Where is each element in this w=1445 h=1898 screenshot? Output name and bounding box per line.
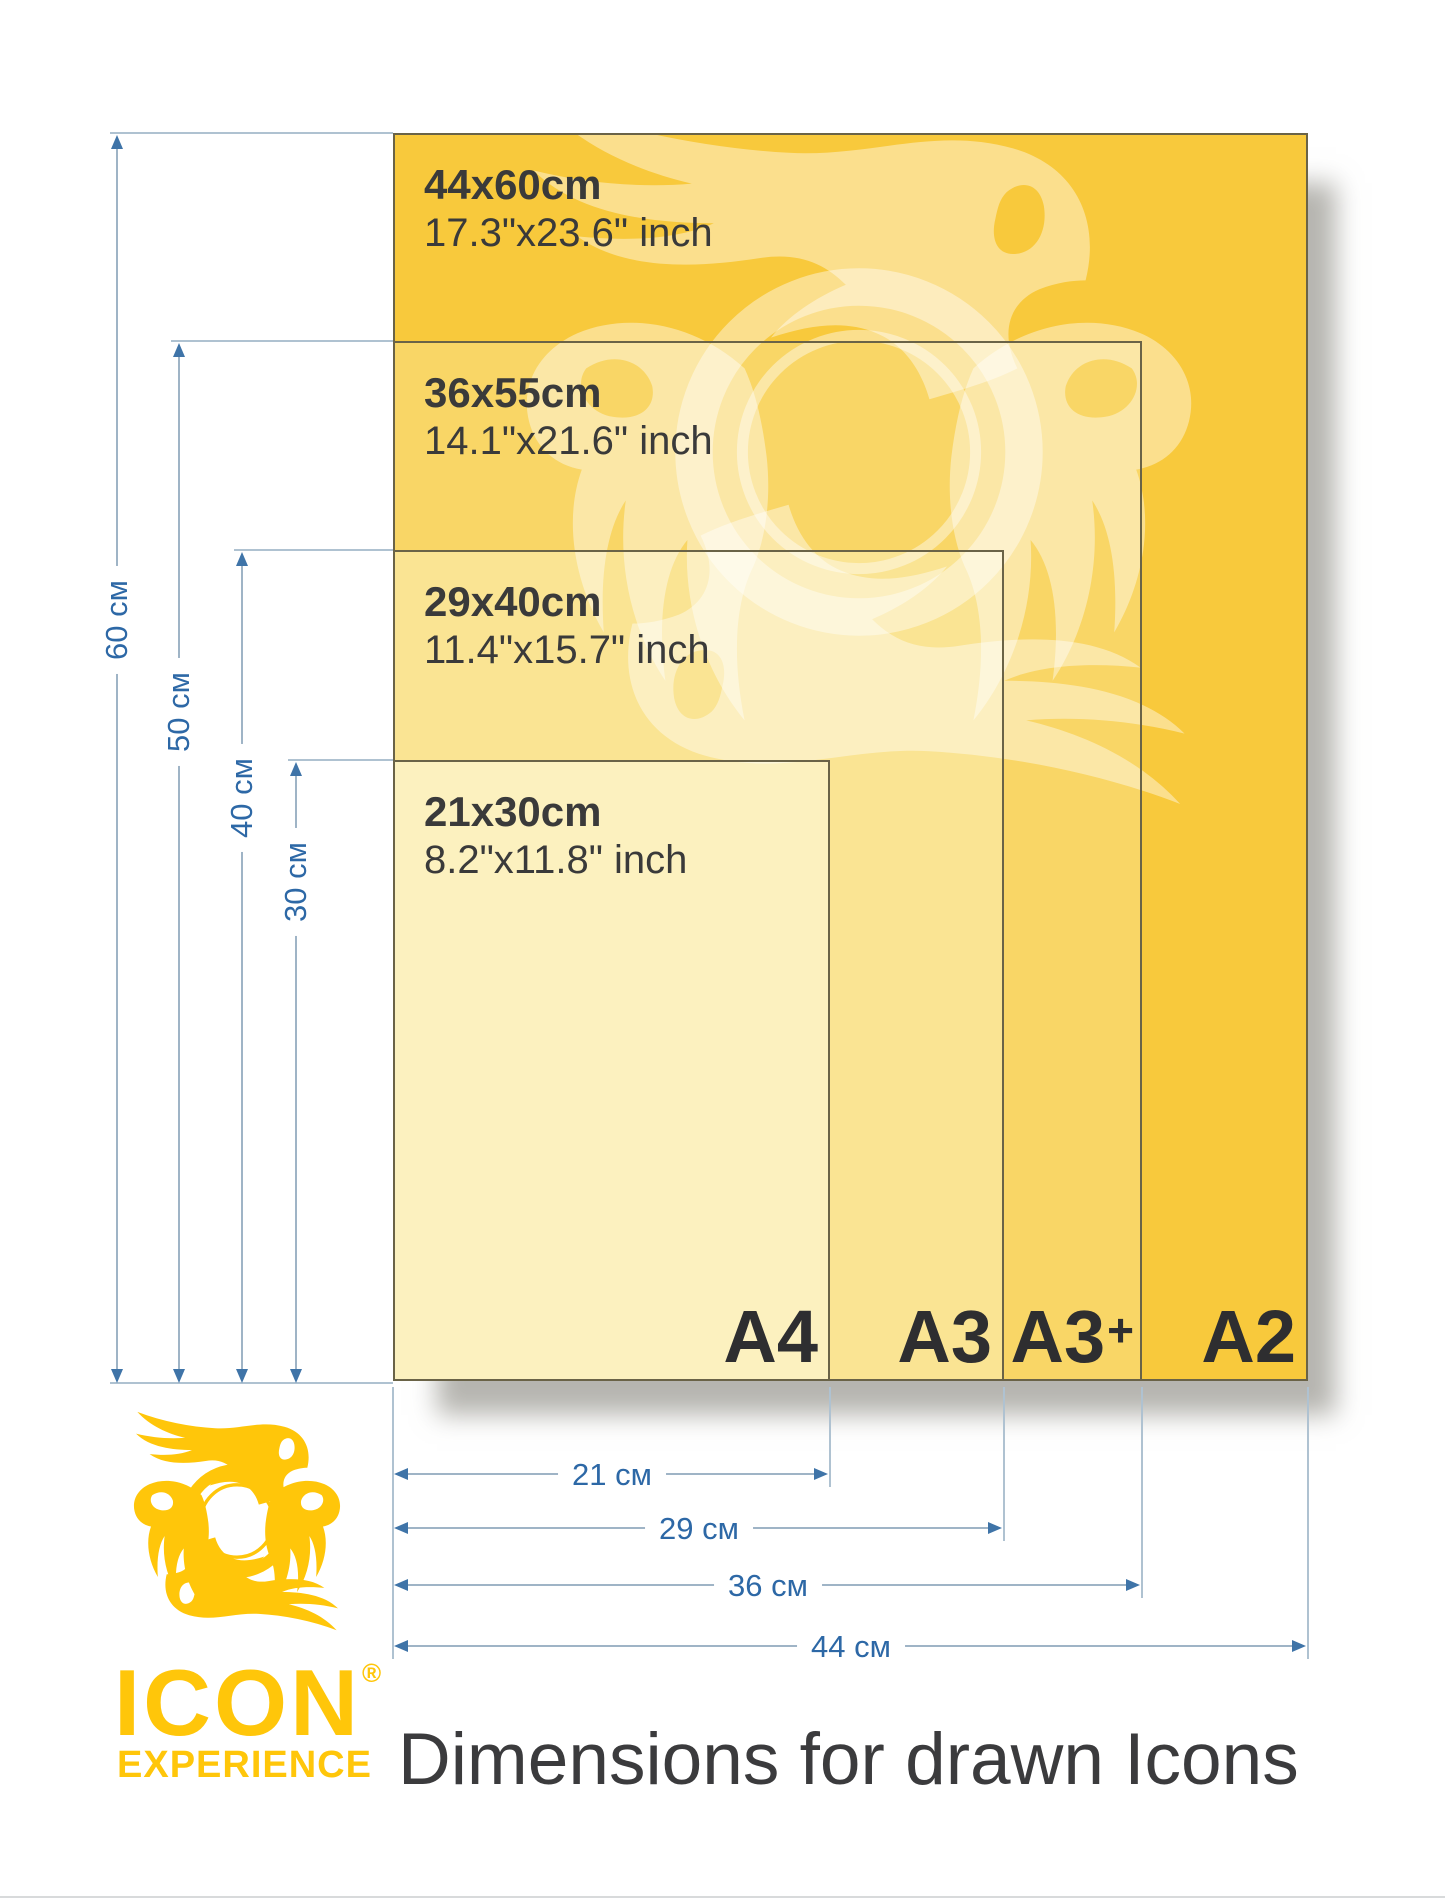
format-label-a3: A3 (897, 1300, 992, 1374)
size-inch: 14.1"x21.6" inch (424, 418, 713, 463)
format-text: A3 (1010, 1295, 1106, 1378)
size-label-a2: 44x60cm 17.3"x23.6" inch (424, 160, 713, 257)
page-title: Dimensions for drawn Icons (398, 1719, 1299, 1800)
dim-label-60cm: 60 см (97, 566, 137, 674)
arrow-up-icon (173, 343, 185, 357)
paper-a4-border (393, 760, 830, 1381)
ext-line-a4-right (829, 1387, 831, 1487)
arrow-down-icon (111, 1369, 123, 1383)
winged-emblem-logo-icon (114, 1405, 360, 1678)
format-text: A2 (1201, 1295, 1296, 1378)
ext-line-top-a2 (110, 132, 393, 134)
ext-line-top-a3 (234, 549, 393, 551)
format-label-a4: A4 (723, 1300, 818, 1374)
dim-label-29cm: 29 см (645, 1509, 753, 1549)
ext-line-a3plus-right (1141, 1387, 1143, 1598)
size-cm: 29x40cm (424, 578, 602, 625)
format-label-a2: A2 (1201, 1300, 1296, 1374)
ext-line-a3-right (1003, 1387, 1005, 1541)
ext-line-top-a3plus (171, 340, 393, 342)
size-label-a3: 29x40cm 11.4"x15.7" inch (424, 577, 710, 674)
format-plus: + (1107, 1304, 1134, 1356)
dim-label-40cm: 40 см (222, 744, 262, 852)
registered-mark-icon: ® (362, 1658, 382, 1688)
format-label-a3-plus: A3+ (1011, 1300, 1134, 1374)
arrow-left-icon (394, 1579, 408, 1591)
ext-line-a2-right (1307, 1387, 1309, 1659)
ext-line-left-edge (392, 1387, 394, 1659)
dim-label-44cm: 44 см (797, 1627, 905, 1667)
size-cm: 36x55cm (424, 369, 602, 416)
dim-label-50cm: 50 см (159, 658, 199, 766)
size-cm: 44x60cm (424, 161, 602, 208)
arrow-right-icon (1126, 1579, 1140, 1591)
size-label-a4: 21x30cm 8.2"x11.8" inch (424, 787, 687, 884)
paper-a4 (393, 760, 830, 1381)
arrow-right-icon (988, 1522, 1002, 1534)
dim-label-36cm: 36 см (714, 1566, 822, 1606)
arrow-down-icon (236, 1369, 248, 1383)
dim-line-50cm (178, 354, 180, 1371)
arrow-up-icon (111, 135, 123, 149)
arrow-down-icon (290, 1369, 302, 1383)
dim-label-30cm: 30 см (276, 828, 316, 936)
format-text: A4 (723, 1295, 818, 1378)
size-label-a3-plus: 36x55cm 14.1"x21.6" inch (424, 368, 713, 465)
arrow-down-icon (173, 1369, 185, 1383)
arrow-left-icon (394, 1468, 408, 1480)
size-cm: 21x30cm (424, 788, 602, 835)
ext-line-bottom (110, 1382, 393, 1384)
dim-line-40cm (241, 563, 243, 1371)
arrow-right-icon (814, 1468, 828, 1480)
arrow-up-icon (236, 552, 248, 566)
logo-subtitle: EXPERIENCE (117, 1744, 372, 1786)
format-text: A3 (897, 1295, 992, 1378)
dim-label-21cm: 21 см (558, 1455, 666, 1495)
arrow-right-icon (1292, 1640, 1306, 1652)
size-inch: 8.2"x11.8" inch (424, 837, 688, 882)
arrow-left-icon (394, 1522, 408, 1534)
dim-line-30cm (295, 773, 297, 1371)
arrow-up-icon (290, 762, 302, 776)
size-inch: 11.4"x15.7" inch (424, 627, 710, 672)
dim-line-60cm (116, 146, 118, 1371)
size-inch: 17.3"x23.6" inch (424, 210, 713, 255)
ext-line-top-a4 (288, 759, 393, 761)
logo-wordmark: ICON (114, 1650, 361, 1755)
arrow-left-icon (394, 1640, 408, 1652)
